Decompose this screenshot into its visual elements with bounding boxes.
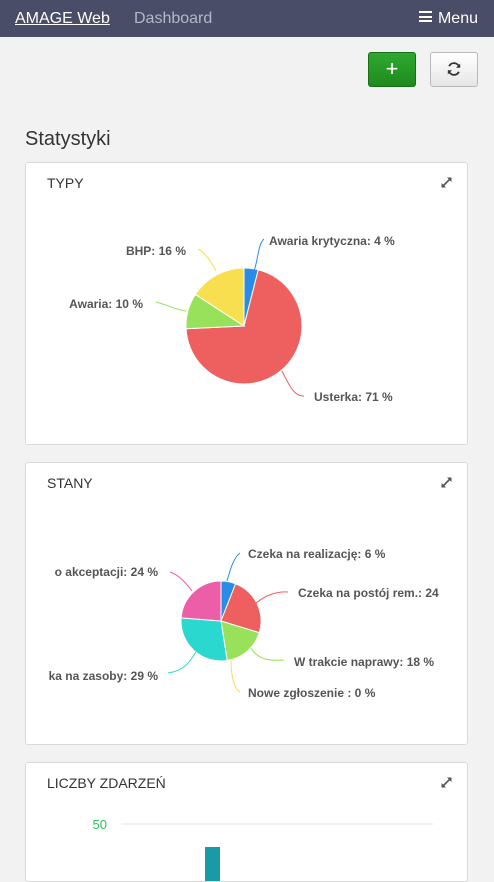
pie-slice-label: W trakcie naprawy: 18 %: [294, 655, 434, 669]
navbar: AMAGE Web Dashboard Menu: [0, 0, 494, 37]
pie-connector-line: [230, 660, 241, 693]
pie-slice[interactable]: [180, 580, 222, 622]
pie-connector-line: [197, 248, 217, 272]
pie-connector-line: [167, 651, 197, 674]
menu-label: Menu: [437, 10, 478, 27]
panel-title-liczby: LICZBY ZDARZEŃ: [47, 775, 166, 791]
page-title: Statystyki: [25, 128, 111, 150]
panel-stany: Czeka na realizację: 6 % Czeka na postój …: [25, 462, 468, 745]
typy-pie-chart: Awaria krytyczna: 4 % Usterka: 71 % Awaria…: [69, 234, 395, 404]
pie-connector-line: [250, 647, 285, 661]
pie-connector-line: [281, 370, 305, 397]
refresh-icon: [447, 62, 461, 76]
pie-slice[interactable]: [220, 620, 260, 662]
pie-slice[interactable]: [194, 267, 245, 327]
pie-slice-label: BHP: 16 %: [126, 244, 186, 258]
nav-link-dashboard[interactable]: Dashboard: [134, 10, 213, 27]
pie-slice[interactable]: [220, 583, 262, 634]
pie-slice-label: Awaria krytyczna: 4 %: [269, 234, 395, 248]
refresh-button[interactable]: [430, 52, 478, 87]
panel-title-stany: STANY: [47, 475, 93, 491]
pie-slice[interactable]: [185, 269, 303, 385]
expand-icon[interactable]: [439, 175, 454, 190]
pie-connector-line: [226, 552, 241, 582]
pie-connector-line: [255, 591, 289, 604]
pie-slice-label: Czeka na realizację: 6 %: [248, 547, 386, 561]
pie-slice-label: Awaria: 10 %: [69, 297, 143, 311]
panel-typy: Awaria krytyczna: 4 % Usterka: 71 % Awaria…: [25, 162, 468, 445]
menu-button[interactable]: Menu: [418, 10, 478, 28]
add-button[interactable]: +: [368, 52, 416, 87]
expand-icon[interactable]: [439, 775, 454, 790]
pie-slice-label: o akceptacji: 24 %: [55, 565, 159, 579]
panel-liczby-zdarzen: 50 LICZBY ZDARZEŃ: [25, 762, 468, 882]
pie-connector-line: [251, 238, 265, 275]
pie-connector-line: [155, 301, 187, 312]
brand-link[interactable]: AMAGE Web: [15, 10, 110, 27]
bar[interactable]: [205, 847, 220, 881]
pie-connector-line: [169, 571, 193, 592]
pie-slice-label: ka na zasoby: 29 %: [49, 669, 159, 683]
pie-slice-label: Nowe zgłoszenie : 0 %: [248, 686, 376, 700]
pie-slice-label: Usterka: 71 %: [314, 390, 393, 404]
expand-icon[interactable]: [439, 475, 454, 490]
y-tick-label: 50: [93, 817, 107, 832]
pie-slice[interactable]: [180, 617, 228, 662]
pie-slice-label: Czeka na postój rem.: 24: [298, 586, 439, 600]
stany-pie-chart: Czeka na realizację: 6 % Czeka na postój …: [49, 547, 439, 700]
panel-title-typy: TYPY: [47, 175, 84, 191]
menu-icon: [418, 11, 432, 23]
